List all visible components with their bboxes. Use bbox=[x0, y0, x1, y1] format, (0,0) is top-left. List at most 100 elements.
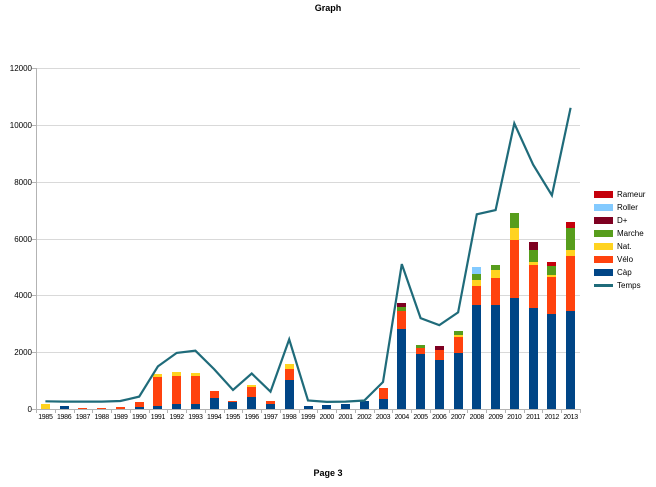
x-axis-label: 2008 bbox=[469, 414, 485, 421]
y-axis-label: 6000 bbox=[14, 234, 32, 244]
bar-segment-vlo-1998 bbox=[284, 368, 294, 380]
bar-segment-vlo-2005 bbox=[416, 347, 426, 354]
bar-segment-cp-1993 bbox=[190, 404, 200, 409]
x-axis-tick bbox=[504, 410, 506, 413]
bar-segment-cp-2006 bbox=[434, 359, 444, 409]
bar-segment-vlo-2003 bbox=[378, 388, 388, 400]
x-axis-tick bbox=[129, 410, 131, 413]
bar-segment-nat-2007 bbox=[453, 334, 463, 338]
bar-segment-vlo-1993 bbox=[190, 376, 200, 405]
gridline bbox=[36, 124, 580, 126]
legend-item-vlo: Vélo bbox=[594, 253, 645, 266]
x-axis-label: 1992 bbox=[169, 414, 185, 421]
x-axis-tick bbox=[148, 410, 150, 413]
bar-segment-vlo-2012 bbox=[547, 276, 557, 314]
x-axis-tick bbox=[204, 410, 206, 413]
bar-segment-cp-1994 bbox=[209, 398, 219, 409]
legend-label: Temps bbox=[617, 281, 641, 290]
legend-label: Càp bbox=[617, 268, 632, 277]
bar-segment-vlo-1987 bbox=[78, 407, 88, 409]
x-axis-label: 1988 bbox=[94, 414, 109, 421]
bar-segment-cp-1999 bbox=[303, 405, 313, 409]
bar-segment-cp-2009 bbox=[491, 305, 501, 409]
legend-label: Marche bbox=[617, 229, 644, 238]
bar-segment-nat-2012 bbox=[547, 274, 557, 277]
x-axis-label: 2000 bbox=[319, 414, 335, 421]
bar-segment-nat-1998 bbox=[284, 364, 294, 369]
legend-item-nat: Nat. bbox=[594, 240, 645, 253]
x-axis-tick bbox=[167, 410, 169, 413]
bar-segment-cp-2000 bbox=[322, 404, 332, 409]
bar-segment-nat-1993 bbox=[190, 372, 200, 377]
x-axis-tick bbox=[54, 410, 56, 413]
bar-segment-cp-2007 bbox=[453, 353, 463, 409]
x-axis-tick bbox=[486, 410, 488, 413]
x-axis-tick bbox=[223, 410, 225, 413]
y-axis-tick bbox=[32, 352, 37, 354]
x-axis-label: 2005 bbox=[413, 414, 428, 421]
y-axis-line bbox=[36, 68, 37, 410]
y-axis-tick bbox=[32, 124, 37, 126]
bar-segment-nat-1992 bbox=[172, 372, 182, 376]
legend-label: D+ bbox=[617, 216, 628, 225]
y-axis-label: 10000 bbox=[9, 120, 32, 130]
bar-segment-vlo-2006 bbox=[434, 349, 444, 360]
x-axis-tick bbox=[561, 410, 563, 413]
bar-segment-nat-1996 bbox=[247, 385, 257, 388]
x-axis-label: 2010 bbox=[507, 414, 522, 421]
bar-segment-cp-2013 bbox=[566, 310, 576, 409]
bar-segment-cp-2012 bbox=[547, 313, 557, 409]
bar-segment-cp-2004 bbox=[397, 329, 407, 409]
x-axis-tick bbox=[429, 410, 431, 413]
x-axis-label: 1995 bbox=[225, 414, 241, 421]
bar-segment-nat-2013 bbox=[566, 249, 576, 256]
x-axis-tick bbox=[411, 410, 413, 413]
temps-line-path bbox=[45, 107, 572, 404]
legend-color-swatch-nat bbox=[594, 243, 613, 250]
x-axis-tick bbox=[242, 410, 244, 413]
bar-segment-d-2011 bbox=[528, 242, 538, 250]
x-axis-label: 2011 bbox=[526, 414, 541, 421]
legend-item-roller: Roller bbox=[594, 201, 645, 214]
legend-color-swatch-cp bbox=[594, 269, 613, 276]
bar-segment-nat-1991 bbox=[153, 374, 163, 377]
bar-segment-vlo-1992 bbox=[172, 375, 182, 404]
bar-segment-marche-2010 bbox=[509, 212, 519, 228]
x-axis-label: 1993 bbox=[188, 414, 203, 421]
chart-title: Graph bbox=[314, 3, 342, 13]
x-axis-tick bbox=[336, 410, 338, 413]
bar-segment-marche-2009 bbox=[491, 264, 501, 270]
x-axis-label: 2004 bbox=[394, 414, 410, 421]
bar-segment-vlo-1994 bbox=[209, 390, 219, 399]
x-axis-label: 2003 bbox=[375, 414, 391, 421]
bar-segment-marche-2012 bbox=[547, 266, 557, 275]
plot-area bbox=[36, 68, 580, 409]
x-axis-label: 2009 bbox=[488, 414, 503, 421]
y-axis-tick bbox=[32, 295, 37, 297]
y-axis-label: 12000 bbox=[9, 64, 32, 73]
bar-segment-cp-1996 bbox=[247, 396, 257, 409]
x-axis-label: 2002 bbox=[357, 414, 372, 421]
y-axis-tick bbox=[32, 238, 37, 240]
bar-segment-vlo-1990 bbox=[134, 401, 144, 408]
y-axis-label: 0 bbox=[27, 405, 32, 414]
x-axis-label: 2001 bbox=[338, 414, 353, 421]
bar-segment-marche-2004 bbox=[397, 307, 407, 311]
x-axis-tick bbox=[317, 410, 319, 413]
bar-segment-nat-2011 bbox=[528, 262, 538, 266]
gridline bbox=[36, 352, 580, 354]
legend-label: Rameur bbox=[617, 190, 646, 199]
x-axis-line bbox=[36, 409, 581, 410]
bar-segment-cp-1997 bbox=[265, 403, 275, 409]
bar-segment-cp-1995 bbox=[228, 402, 238, 409]
temps-line bbox=[45, 107, 572, 404]
x-axis-label: 2012 bbox=[544, 414, 560, 421]
bar-segment-nat-2008 bbox=[472, 279, 482, 286]
y-axis-label: 8000 bbox=[14, 177, 32, 187]
bar-segment-cp-2008 bbox=[472, 305, 482, 409]
bar-segment-d-2004 bbox=[397, 303, 407, 308]
bar-segment-vlo-2004 bbox=[397, 310, 407, 330]
bar-segment-d-2006 bbox=[434, 345, 444, 350]
x-axis-tick bbox=[467, 410, 469, 413]
x-axis-tick bbox=[373, 410, 375, 413]
